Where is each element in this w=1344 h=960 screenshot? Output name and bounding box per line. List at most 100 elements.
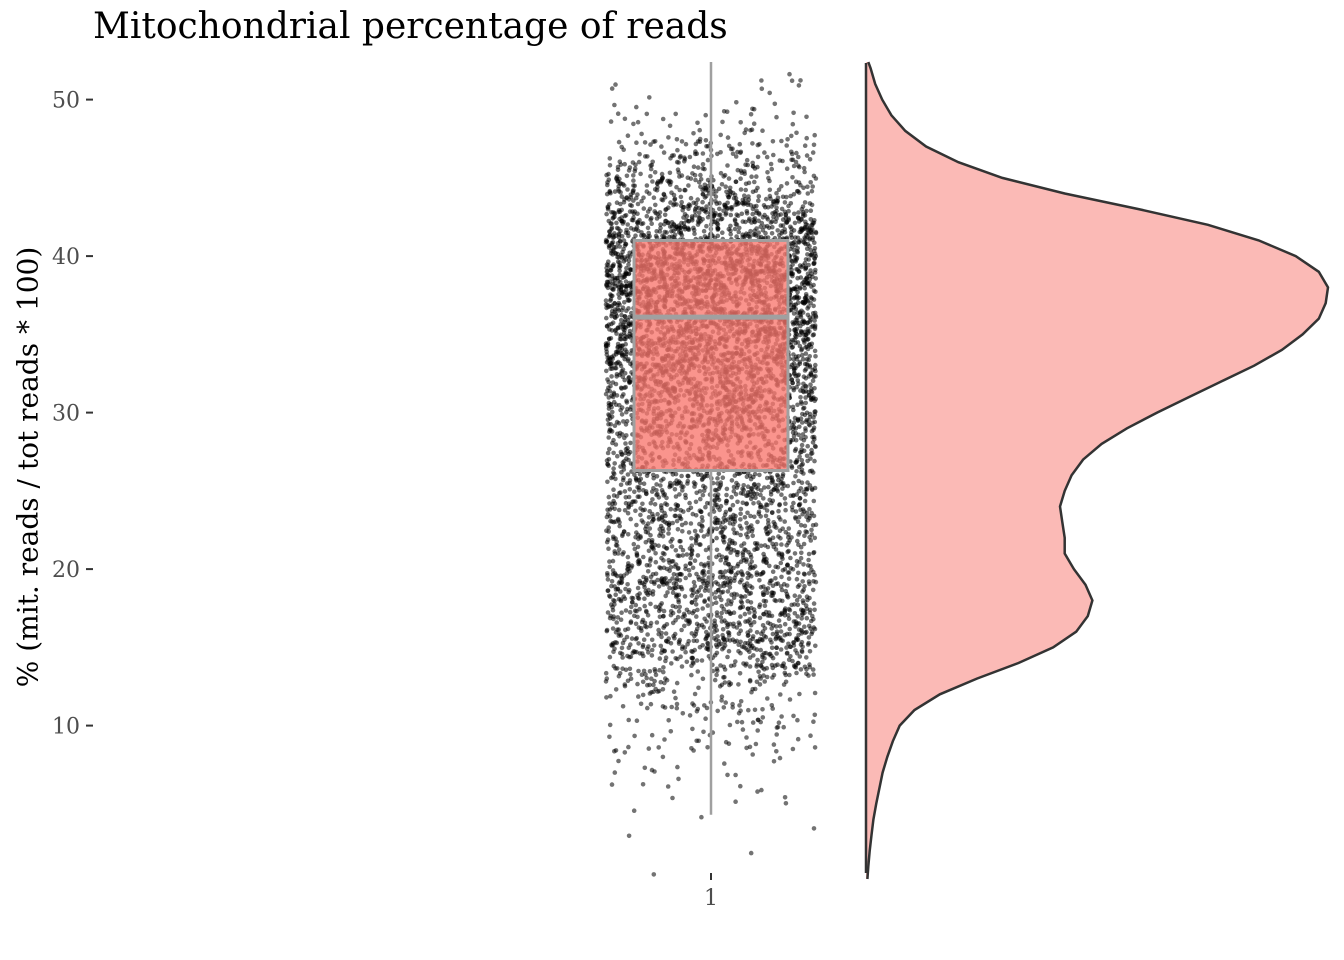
- data-point: [612, 461, 617, 466]
- data-point: [786, 535, 791, 540]
- data-point: [706, 612, 711, 618]
- data-point: [659, 144, 664, 149]
- data-point: [617, 238, 623, 244]
- data-point: [645, 225, 651, 231]
- data-point: [779, 542, 784, 547]
- data-point: [678, 507, 684, 513]
- data-point: [656, 627, 661, 633]
- data-point: [607, 594, 613, 599]
- data-point: [615, 350, 620, 355]
- data-point: [760, 228, 766, 233]
- data-point: [735, 719, 740, 725]
- data-point: [805, 184, 810, 190]
- data-point: [637, 651, 643, 656]
- data-point: [732, 218, 738, 224]
- data-point: [610, 320, 616, 326]
- data-point: [775, 581, 781, 586]
- data-point: [626, 717, 631, 723]
- data-point: [680, 711, 686, 716]
- data-point: [727, 506, 733, 512]
- data-point: [771, 759, 777, 764]
- data-point: [628, 284, 634, 290]
- data-point: [745, 493, 750, 498]
- data-point: [613, 82, 618, 87]
- data-point: [800, 411, 805, 417]
- data-point: [677, 637, 683, 643]
- data-point: [767, 538, 773, 543]
- data-point: [713, 199, 718, 204]
- data-point: [755, 657, 760, 663]
- data-point: [727, 722, 733, 728]
- data-point: [737, 225, 742, 231]
- data-point: [758, 488, 764, 493]
- data-point: [789, 149, 794, 155]
- data-point: [712, 677, 718, 683]
- data-point: [807, 157, 813, 162]
- data-point: [645, 632, 650, 637]
- data-point: [644, 675, 649, 681]
- data-point: [734, 234, 739, 239]
- data-point: [794, 576, 800, 582]
- data-point: [623, 586, 628, 592]
- data-point: [718, 150, 723, 155]
- data-point: [640, 782, 646, 787]
- data-point: [790, 320, 795, 325]
- data-point: [693, 141, 699, 147]
- data-point: [765, 205, 771, 210]
- data-point: [623, 608, 629, 613]
- data-point: [781, 724, 786, 730]
- data-point: [779, 714, 784, 719]
- data-point: [739, 543, 744, 548]
- data-point: [794, 563, 800, 568]
- data-point: [785, 570, 791, 575]
- data-point: [794, 469, 799, 474]
- data-point: [733, 154, 739, 159]
- data-point: [674, 701, 680, 707]
- data-point: [810, 150, 816, 155]
- data-point: [809, 486, 815, 491]
- data-point: [619, 645, 625, 651]
- data-point: [656, 688, 662, 694]
- data-point: [640, 692, 646, 698]
- data-point: [715, 708, 720, 714]
- data-point: [692, 633, 697, 639]
- data-point: [714, 547, 720, 553]
- data-point: [759, 86, 765, 91]
- data-point: [808, 618, 814, 624]
- data-point: [666, 718, 671, 723]
- data-point: [810, 184, 815, 189]
- data-point: [638, 535, 643, 540]
- data-point: [755, 154, 761, 160]
- data-point: [625, 358, 631, 364]
- data-point: [682, 623, 687, 629]
- data-point: [793, 179, 799, 185]
- data-point: [758, 543, 764, 549]
- data-point: [714, 502, 719, 508]
- data-point: [620, 655, 625, 660]
- data-point: [621, 147, 626, 152]
- data-point: [806, 418, 811, 423]
- data-point: [810, 332, 816, 338]
- data-point: [722, 761, 727, 766]
- data-point: [634, 718, 640, 723]
- data-point: [811, 601, 817, 606]
- data-point: [718, 524, 724, 530]
- data-point: [757, 615, 763, 621]
- data-point: [800, 629, 805, 634]
- data-point: [738, 187, 744, 192]
- data-point: [605, 263, 611, 268]
- data-point: [791, 110, 796, 116]
- data-point: [641, 481, 647, 487]
- data-point: [776, 187, 782, 192]
- data-point: [679, 139, 685, 144]
- data-point: [672, 487, 678, 492]
- data-point: [791, 361, 797, 366]
- data-point: [632, 489, 637, 495]
- data-point: [758, 234, 764, 240]
- data-point: [786, 616, 792, 621]
- data-point: [793, 474, 798, 479]
- data-point: [810, 378, 816, 384]
- data-point: [720, 475, 726, 481]
- data-point: [690, 511, 696, 517]
- data-point: [643, 623, 648, 629]
